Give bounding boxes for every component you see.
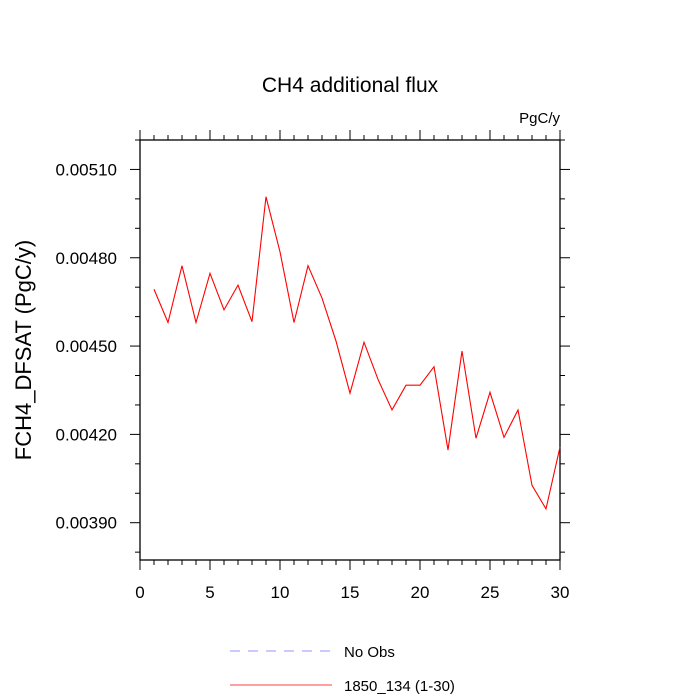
x-tick-label: 5 xyxy=(205,583,214,602)
x-tick-label: 15 xyxy=(341,583,360,602)
x-tick-label: 0 xyxy=(135,583,144,602)
legend-label-0: No Obs xyxy=(344,644,395,661)
y-tick-label: 0.00450 xyxy=(56,337,117,356)
plot-axes: 0 5 10 15 20 25 30 0.00390 0.00420 0.00450 0.00480… xyxy=(56,130,570,602)
y-tick-label: 0.00480 xyxy=(56,249,117,268)
y-tick-label: 0.00420 xyxy=(56,425,117,444)
series-layer xyxy=(153,196,561,511)
x-tick-label: 25 xyxy=(481,583,500,602)
series-line-1 xyxy=(153,196,561,511)
legend-label-1: 1850_134 (1-30) xyxy=(344,678,455,695)
x-tick-label: 30 xyxy=(551,583,570,602)
plot-frame xyxy=(139,139,561,561)
y-tick-label: 0.00390 xyxy=(56,514,117,533)
units-label: PgC/y xyxy=(519,110,560,127)
x-tick-label: 20 xyxy=(411,583,430,602)
y-tick-label: 0.00510 xyxy=(56,160,117,179)
y-axis-label: FCH4_DFSAT (PgC/y) xyxy=(11,240,36,460)
x-tick-label: 10 xyxy=(271,583,290,602)
legend: No Obs 1850_134 (1-30) xyxy=(230,644,455,695)
chart-title: CH4 additional flux xyxy=(262,74,439,97)
